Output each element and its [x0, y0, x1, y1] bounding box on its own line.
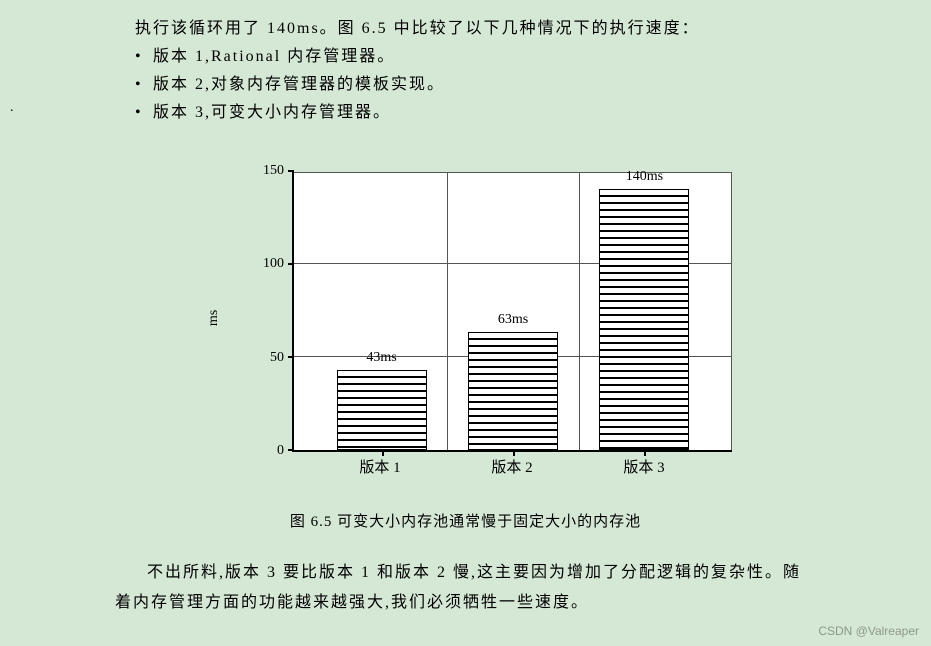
bar-label-2: 63ms — [468, 312, 558, 328]
intro-line1: 执行该循环用了 140ms。图 6.5 中比较了以下几种情况下的执行速度： — [135, 15, 895, 43]
gridline-v — [447, 172, 448, 450]
x-label-1: 版本 1 — [330, 456, 430, 477]
bar-3 — [599, 189, 689, 450]
bar-label-3: 140ms — [599, 169, 689, 185]
bullet-text-2: 版本 2,对象内存管理器的模板实现。 — [153, 71, 445, 99]
bullet-dot: • — [135, 43, 153, 71]
page: { "intro": { "line1": "执行该循环用了 140ms。图 6… — [0, 0, 931, 646]
bar-2 — [468, 332, 558, 450]
bar-label-1: 43ms — [337, 350, 427, 366]
watermark: CSDN @Valreaper — [818, 624, 919, 638]
ytick-mark — [288, 356, 294, 358]
ytick-mark — [288, 449, 294, 451]
x-label-2: 版本 2 — [462, 456, 562, 477]
y-axis-label: ms — [206, 310, 222, 326]
figure-caption: 图 6.5 可变大小内存池通常慢于固定大小的内存池 — [0, 510, 931, 531]
bullet-1: • 版本 1,Rational 内存管理器。 — [135, 43, 895, 71]
bullet-text-1: 版本 1,Rational 内存管理器。 — [153, 43, 395, 71]
y-ticks: 150 100 50 0 — [254, 160, 284, 460]
y-tick-150: 150 — [254, 163, 284, 179]
intro-text: 执行该循环用了 140ms。图 6.5 中比较了以下几种情况下的执行速度： • … — [135, 15, 895, 127]
stray-mark: . — [10, 100, 14, 116]
gridline-v — [731, 172, 732, 450]
bullet-dot: • — [135, 99, 153, 127]
chart: ms 150 100 50 0 — [232, 160, 752, 490]
conclusion-line1: 不出所料,版本 3 要比版本 1 和版本 2 慢,这主要因为增加了分配逻辑的复杂… — [115, 558, 885, 588]
y-tick-50: 50 — [254, 350, 284, 366]
bullet-2: • 版本 2,对象内存管理器的模板实现。 — [135, 71, 895, 99]
bar-1 — [337, 370, 427, 450]
x-label-3: 版本 3 — [594, 456, 694, 477]
bullet-text-3: 版本 3,可变大小内存管理器。 — [153, 99, 391, 127]
conclusion-line2: 着内存管理方面的功能越来越强大,我们必须牺牲一些速度。 — [115, 588, 885, 618]
ytick-mark — [288, 170, 294, 172]
y-tick-100: 100 — [254, 256, 284, 272]
bullet-3: • 版本 3,可变大小内存管理器。 — [135, 99, 895, 127]
conclusion-text: 不出所料,版本 3 要比版本 1 和版本 2 慢,这主要因为增加了分配逻辑的复杂… — [115, 558, 885, 618]
ytick-mark — [288, 263, 294, 265]
plot-area: 43ms 63ms 140ms — [292, 172, 732, 452]
gridline-v — [579, 172, 580, 450]
bullet-dot: • — [135, 71, 153, 99]
y-tick-0: 0 — [254, 443, 284, 459]
conclusion-p1a: 不出所料,版本 3 要比版本 1 和版本 2 慢,这主要因为增加了分配逻辑的复杂… — [147, 564, 801, 581]
